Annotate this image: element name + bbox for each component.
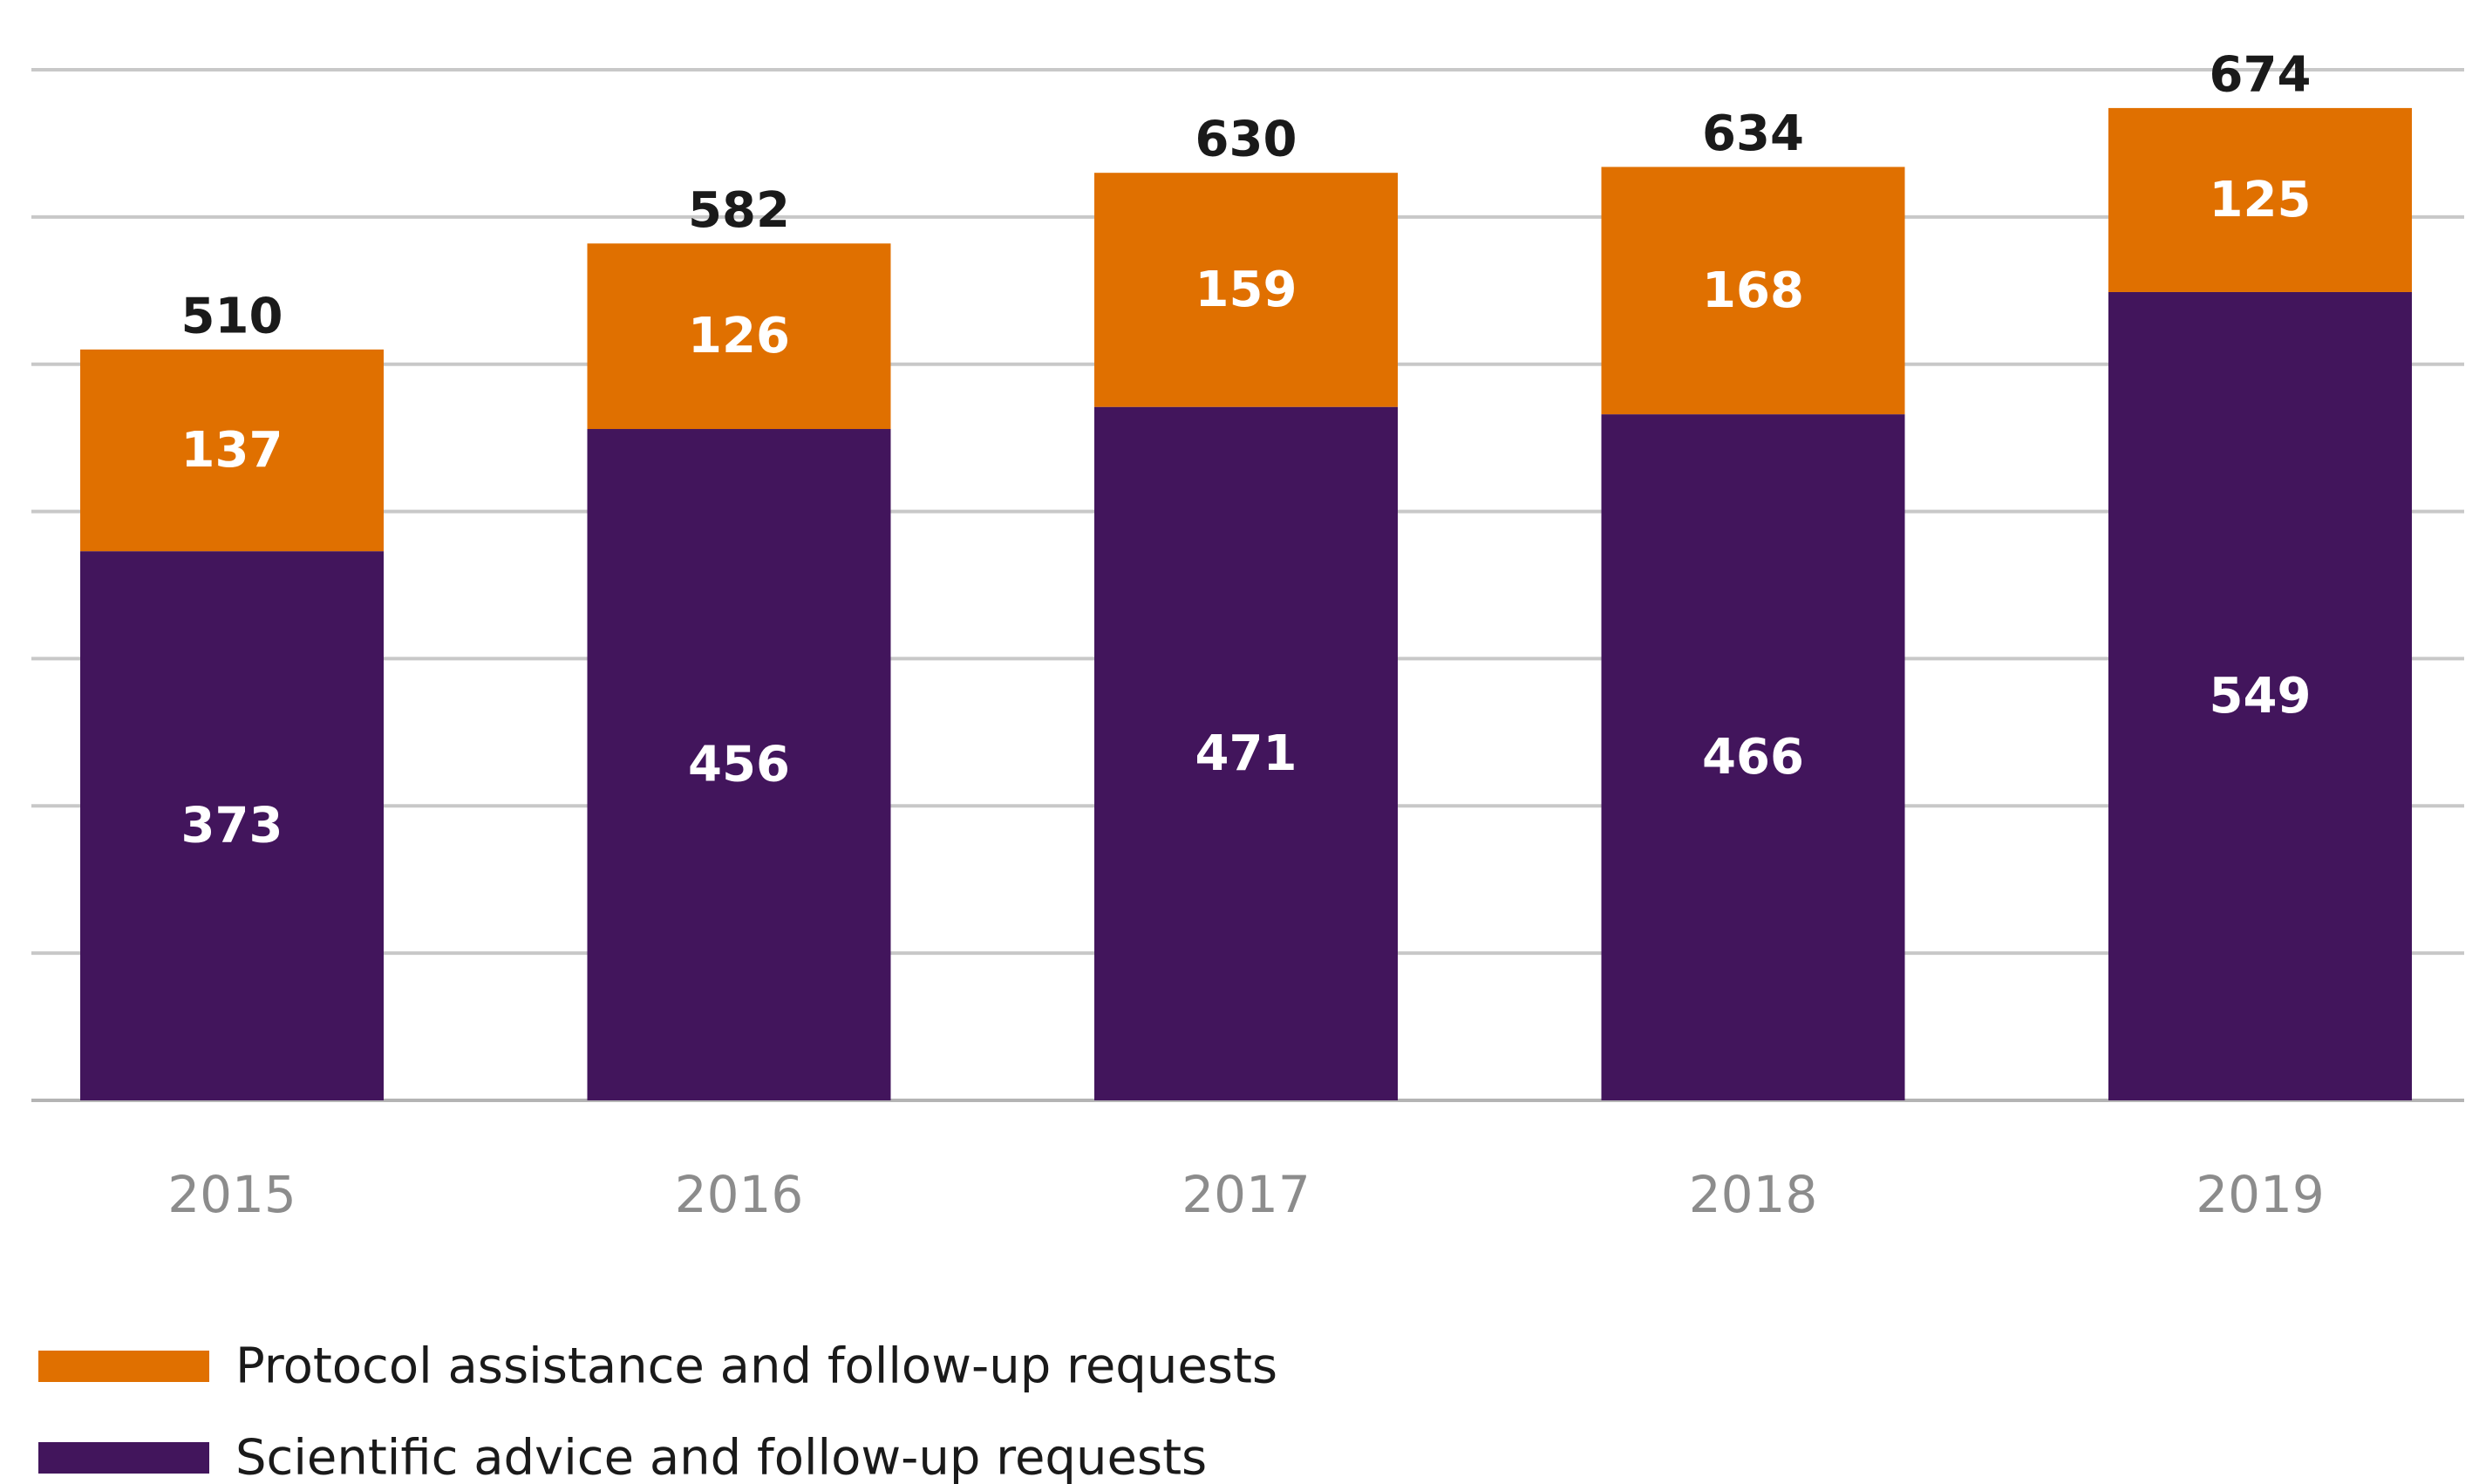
bar-segment-protocol-assistance-2015	[80, 349, 384, 552]
x-tick-label: 2018	[1689, 1165, 1818, 1224]
legend-label: Protocol assistance and follow-up reques…	[235, 1338, 1277, 1395]
segment-value-label: 125	[2210, 172, 2312, 228]
bar-segment-scientific-advice-2017	[1094, 406, 1398, 1100]
bar-segment-scientific-advice-2019	[2108, 291, 2412, 1101]
total-value-label: 510	[181, 288, 283, 344]
legend: Protocol assistance and follow-up reques…	[38, 1338, 1277, 1484]
segment-value-label: 549	[2210, 668, 2312, 725]
segment-value-label: 466	[1702, 729, 1804, 786]
legend-swatch	[38, 1442, 209, 1474]
segment-value-label: 126	[688, 308, 790, 364]
bar-segment-protocol-assistance-2016	[587, 243, 891, 430]
legend-swatch	[38, 1351, 209, 1382]
total-value-label: 582	[688, 182, 790, 239]
x-tick-label: 2017	[1182, 1165, 1311, 1224]
bars	[80, 107, 2412, 1101]
bar-segment-protocol-assistance-2019	[2108, 107, 2412, 292]
x-axis-ticks: 2015 2016 2017 2018 2019	[167, 1165, 2325, 1224]
bar-segment-scientific-advice-2015	[80, 551, 384, 1100]
segment-value-label: 137	[181, 422, 283, 479]
data-labels: 373 137 510 456 126 582 471 159 630 466 168 634 549 1…	[181, 46, 2312, 854]
legend-label: Scientific advice and follow-up requests	[235, 1430, 1207, 1484]
segment-value-label: 471	[1195, 725, 1297, 782]
bar-segment-scientific-advice-2016	[587, 429, 891, 1100]
total-value-label: 674	[2210, 46, 2312, 103]
bar-segment-protocol-assistance-2017	[1094, 173, 1398, 407]
bar-segment-protocol-assistance-2018	[1601, 167, 1905, 415]
x-tick-label: 2019	[2196, 1165, 2325, 1224]
total-value-label: 630	[1195, 112, 1297, 168]
x-tick-label: 2015	[167, 1165, 296, 1224]
segment-value-label: 159	[1195, 262, 1297, 318]
segment-value-label: 373	[181, 798, 283, 854]
segment-value-label: 168	[1702, 262, 1804, 319]
bar-segment-scientific-advice-2018	[1601, 414, 1905, 1100]
total-value-label: 634	[1702, 106, 1804, 162]
segment-value-label: 456	[688, 737, 790, 793]
x-tick-label: 2016	[675, 1165, 804, 1224]
